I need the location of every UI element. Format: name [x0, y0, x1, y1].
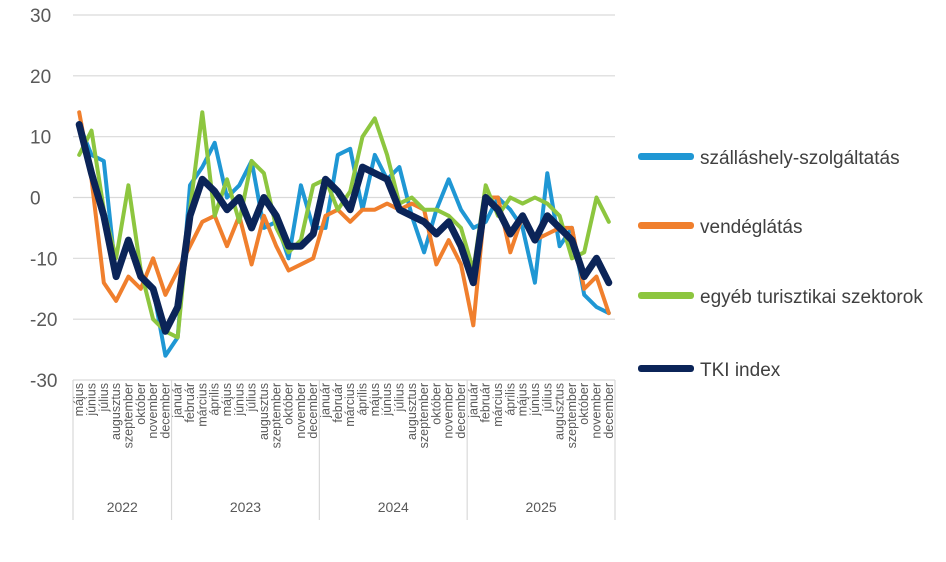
x-tick-label: június: [84, 383, 98, 417]
x-tick-label: július: [540, 383, 554, 413]
y-tick-label: -30: [30, 371, 57, 392]
y-tick-label: -20: [30, 310, 57, 331]
x-tick-label: szeptember: [565, 383, 579, 448]
x-tick-label: november: [442, 383, 456, 439]
x-tick-label: augusztus: [553, 383, 567, 440]
legend-swatch-vendeglatas: [638, 222, 694, 229]
x-tick-label: október: [577, 383, 591, 425]
x-tick-label: április: [208, 383, 222, 416]
x-tick-label: június: [232, 383, 246, 417]
x-tick-label: augusztus: [109, 383, 123, 440]
x-tick-label: szeptember: [121, 383, 135, 448]
legend-item-szallashely: szálláshely-szolgáltatás: [638, 144, 900, 174]
year-label: 2024: [378, 499, 409, 515]
x-tick-label: április: [503, 383, 517, 416]
x-tick-label: október: [429, 383, 443, 425]
x-tick-label: december: [158, 383, 172, 439]
x-tick-label: október: [134, 383, 148, 425]
x-tick-label: augusztus: [257, 383, 271, 440]
legend-label-tki-index: TKI index: [700, 360, 781, 381]
y-tick-label: 30: [30, 6, 51, 27]
x-tick-label: május: [516, 383, 530, 416]
x-tick-label: június: [528, 383, 542, 417]
y-tick-label: 10: [30, 128, 51, 149]
x-tick-label: szeptember: [417, 383, 431, 448]
x-tick-label: január: [171, 383, 185, 419]
x-tick-label: november: [146, 383, 160, 439]
legend-swatch-egyeb-turisztikai: [638, 292, 694, 299]
x-tick-label: március: [343, 383, 357, 427]
series-line-1: [77, 110, 611, 328]
x-tick-label: december: [602, 383, 616, 439]
x-tick-label: július: [97, 383, 111, 413]
x-tick-label: november: [294, 383, 308, 439]
x-tick-label: december: [454, 383, 468, 439]
x-tick-label: február: [183, 383, 197, 423]
x-tick-label: február: [331, 383, 345, 423]
legend-swatch-szallashely: [638, 153, 694, 160]
series-line-0: [77, 122, 611, 358]
legend-item-egyeb-turisztikai: egyéb turisztikai szektorok: [638, 283, 923, 313]
legend-label-vendeglatas: vendéglátás: [700, 217, 803, 238]
y-tick-label: 0: [30, 189, 41, 210]
x-tick-label: február: [479, 383, 493, 423]
x-tick-label: május: [220, 383, 234, 416]
x-tick-label: szeptember: [269, 383, 283, 448]
x-tick-label: április: [355, 383, 369, 416]
x-tick-label: november: [590, 383, 604, 439]
x-tick-label: május: [72, 383, 86, 416]
year-label: 2022: [107, 499, 138, 515]
x-tick-label: január: [319, 383, 333, 419]
legend-swatch-tki-index: [638, 365, 694, 372]
x-tick-label: augusztus: [405, 383, 419, 440]
x-tick-label: március: [491, 383, 505, 427]
x-tick-label: január: [466, 383, 480, 419]
y-tick-label: -10: [30, 249, 57, 270]
legend-label-szallashely: szálláshely-szolgáltatás: [700, 148, 900, 169]
x-tick-label: október: [282, 383, 296, 425]
x-tick-label: június: [380, 383, 394, 417]
legend-item-vendeglatas: vendéglátás: [638, 213, 802, 243]
y-tick-label: 20: [30, 67, 51, 88]
series-line-3: [75, 121, 613, 335]
legend-item-tki-index: TKI index: [638, 356, 780, 386]
x-tick-label: december: [306, 383, 320, 439]
legend-label-egyeb-turisztikai: egyéb turisztikai szektorok: [700, 287, 923, 308]
x-tick-label: március: [195, 383, 209, 427]
x-tick-label: július: [245, 383, 259, 413]
year-label: 2023: [230, 499, 261, 515]
x-tick-label: július: [392, 383, 406, 413]
year-label: 2025: [526, 499, 557, 515]
x-tick-label: május: [368, 383, 382, 416]
